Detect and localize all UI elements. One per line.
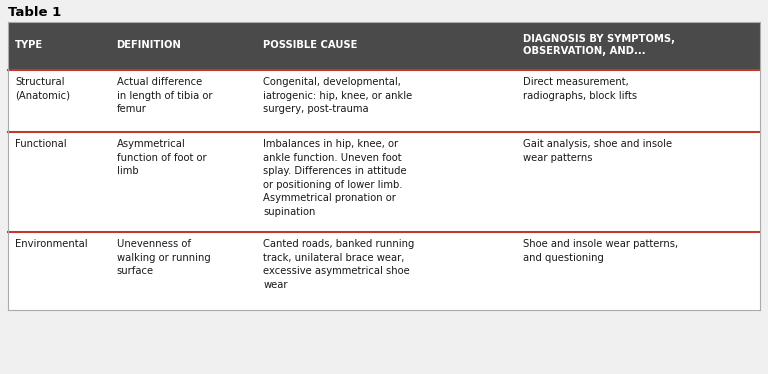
Text: TYPE: TYPE bbox=[15, 40, 43, 50]
Text: DIAGNOSIS BY SYMPTOMS,
OBSERVATION, AND...: DIAGNOSIS BY SYMPTOMS, OBSERVATION, AND.… bbox=[522, 34, 674, 56]
Text: DEFINITION: DEFINITION bbox=[117, 40, 181, 50]
Text: Functional: Functional bbox=[15, 139, 67, 149]
Bar bbox=[8, 232, 760, 310]
Bar bbox=[8, 22, 760, 70]
Text: Canted roads, banked running
track, unilateral brace wear,
excessive asymmetrica: Canted roads, banked running track, unil… bbox=[263, 239, 415, 290]
Text: Actual difference
in length of tibia or
femur: Actual difference in length of tibia or … bbox=[117, 77, 212, 114]
Text: Imbalances in hip, knee, or
ankle function. Uneven foot
splay. Differences in at: Imbalances in hip, knee, or ankle functi… bbox=[263, 139, 407, 217]
Text: Structural
(Anatomic): Structural (Anatomic) bbox=[15, 77, 70, 101]
Bar bbox=[8, 132, 760, 232]
Text: Gait analysis, shoe and insole
wear patterns: Gait analysis, shoe and insole wear patt… bbox=[522, 139, 672, 163]
Text: Congenital, developmental,
iatrogenic: hip, knee, or ankle
surgery, post-trauma: Congenital, developmental, iatrogenic: h… bbox=[263, 77, 412, 114]
Text: POSSIBLE CAUSE: POSSIBLE CAUSE bbox=[263, 40, 358, 50]
Text: Environmental: Environmental bbox=[15, 239, 88, 249]
Text: Shoe and insole wear patterns,
and questioning: Shoe and insole wear patterns, and quest… bbox=[522, 239, 677, 263]
Text: Direct measurement,
radiographs, block lifts: Direct measurement, radiographs, block l… bbox=[522, 77, 637, 101]
Text: Table 1: Table 1 bbox=[8, 6, 61, 19]
Text: Unevenness of
walking or running
surface: Unevenness of walking or running surface bbox=[117, 239, 210, 276]
Text: Asymmetrical
function of foot or
limb: Asymmetrical function of foot or limb bbox=[117, 139, 206, 176]
Bar bbox=[8, 70, 760, 132]
